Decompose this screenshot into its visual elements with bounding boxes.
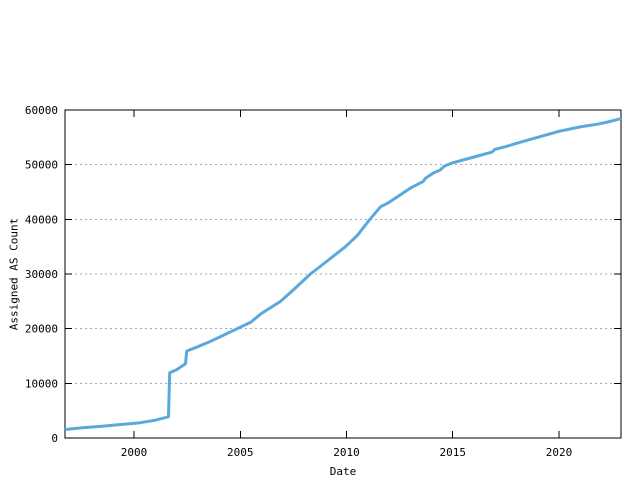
x-tick-label: 2000 [121, 446, 148, 459]
y-tick-label: 30000 [25, 268, 58, 281]
y-tick-label: 60000 [25, 104, 58, 117]
y-tick-label: 20000 [25, 323, 58, 336]
x-tick-label: 2010 [333, 446, 360, 459]
x-tick-label: 2020 [546, 446, 573, 459]
plot-border [64, 109, 622, 439]
x-axis-title: Date [329, 465, 357, 478]
x-tick-label: 2005 [227, 446, 254, 459]
y-tick-label: 50000 [25, 159, 58, 172]
y-tick-label: 0 [51, 432, 58, 445]
data-line [64, 117, 622, 431]
y-tick-label: 40000 [25, 213, 58, 226]
y-tick-label: 10000 [25, 377, 58, 390]
y-axis-title: Assigned AS Count [7, 217, 21, 331]
x-tick-label: 2015 [439, 446, 466, 459]
